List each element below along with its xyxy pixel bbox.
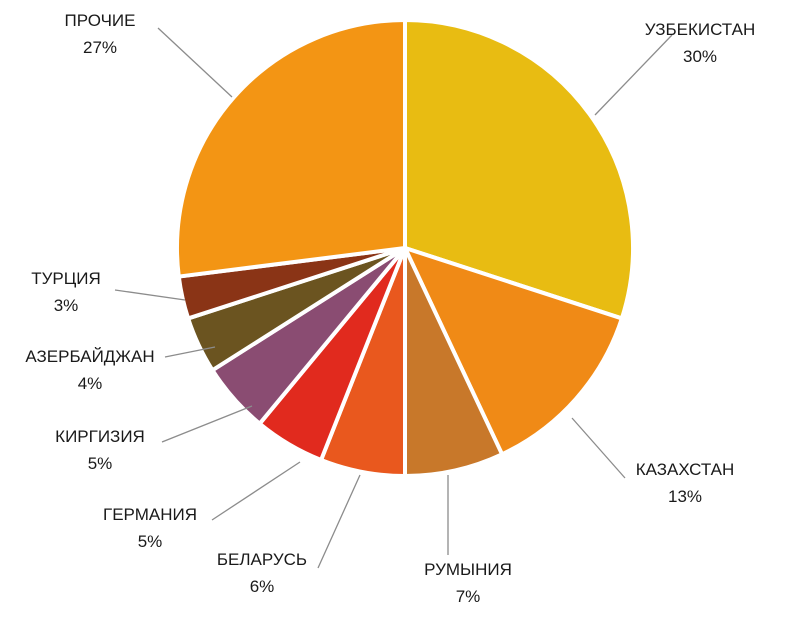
slice-1 <box>403 246 624 457</box>
slice-name-label: АЗЕРБАЙДЖАН <box>25 347 154 366</box>
slice-name-label: УЗБЕКИСТАН <box>645 20 755 39</box>
slice-percent-label: 7% <box>456 587 481 606</box>
slice-percent-label: 27% <box>83 38 117 57</box>
slice-0 <box>403 18 635 321</box>
leader-line-0 <box>594 34 673 116</box>
slice-percent-label: 30% <box>683 47 717 66</box>
slice-name-label: КИРГИЗИЯ <box>55 427 145 446</box>
slice-percent-label: 6% <box>250 577 275 596</box>
slice-name-label: РУМЫНИЯ <box>424 560 512 579</box>
slices-layer <box>175 18 635 478</box>
slice-percent-label: 5% <box>88 454 113 473</box>
slice-percent-label: 3% <box>54 296 79 315</box>
labels-layer: УЗБЕКИСТАН 30% КАЗАХСТАН 13% РУМЫНИЯ 7% БЕЛАРУ… <box>25 11 755 606</box>
leader-line-3 <box>317 474 361 569</box>
slice-name-label: КАЗАХСТАН <box>636 460 735 479</box>
slice-name-label: БЕЛАРУСЬ <box>217 550 307 569</box>
leader-line-6 <box>164 346 216 358</box>
leader-line-7 <box>114 289 186 301</box>
slice-name-label: ГЕРМАНИЯ <box>103 505 197 524</box>
slice-name-label: ПРОЧИЕ <box>65 11 136 30</box>
slice-percent-label: 5% <box>138 532 163 551</box>
slice-percent-label: 13% <box>668 487 702 506</box>
slice-percent-label: 4% <box>78 374 103 393</box>
leader-line-5 <box>161 405 253 443</box>
leader-line-4 <box>211 461 301 521</box>
leader-lines-layer <box>114 27 673 569</box>
slice-8 <box>175 18 407 279</box>
leader-line-8 <box>157 27 233 98</box>
leader-line-1 <box>571 417 626 479</box>
slice-name-label: ТУРЦИЯ <box>31 269 101 288</box>
